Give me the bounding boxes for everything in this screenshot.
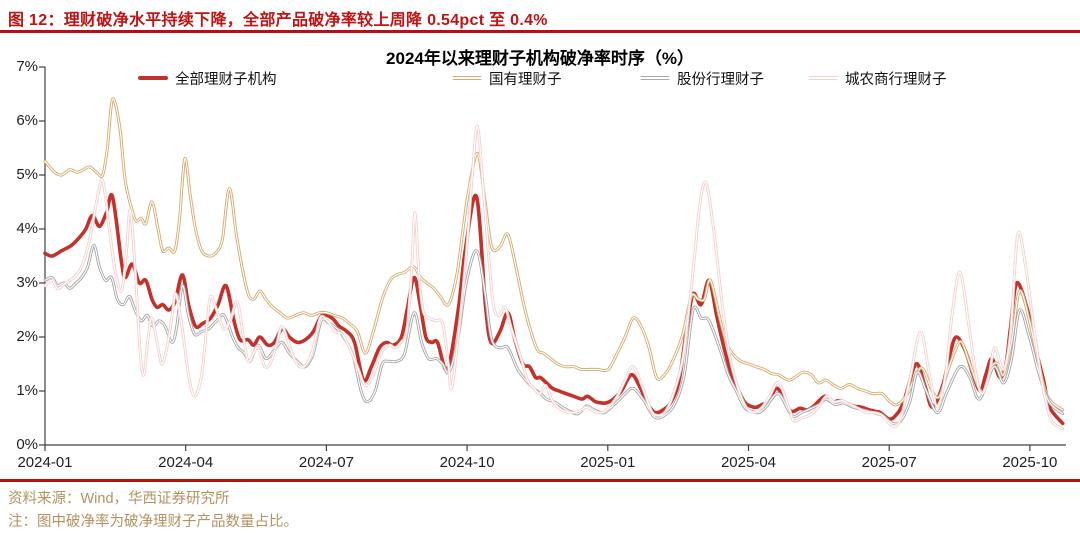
y-tick-label: 6% — [16, 112, 38, 129]
series-line-3-inner — [44, 244, 1064, 425]
figure-title: 图 12：理财破净水平持续下降，全部产品破净率较上周降 0.54pct 至 0.… — [8, 12, 548, 29]
legend-label: 城农商行理财子 — [845, 71, 947, 88]
footer-divider-rule — [0, 479, 1080, 482]
legend-label: 国有理财子 — [489, 71, 562, 88]
y-tick-label: 2% — [16, 328, 38, 345]
x-tick-label: 2024-10 — [439, 454, 495, 471]
y-tick-label: 3% — [16, 274, 38, 291]
x-tick-label: 2024-07 — [298, 454, 354, 471]
legend-line-swatch — [640, 76, 670, 80]
title-divider-rule — [0, 30, 1080, 33]
x-tick-label: 2025-07 — [861, 454, 917, 471]
x-tick-label: 2025-04 — [720, 454, 777, 471]
chart-title: 2024年以来理财子机构破净率时序（%） — [386, 49, 694, 68]
y-tick-label: 5% — [16, 166, 38, 183]
axis-frame — [44, 67, 1066, 446]
legend-item-1: 全部理财子机构 — [138, 69, 277, 88]
legend-item-4: 城农商行理财子 — [808, 69, 947, 88]
x-tick-label: 2025-01 — [580, 454, 636, 471]
series-line-4-inner — [44, 125, 1064, 430]
x-tick-label: 2024-01 — [17, 454, 73, 471]
legend-label: 全部理财子机构 — [175, 71, 277, 88]
legend-item-3: 股份行理财子 — [640, 69, 764, 88]
series-line-3 — [43, 243, 1065, 426]
y-tick-label: 1% — [16, 382, 38, 399]
y-tick-label: 0% — [16, 436, 38, 453]
legend-label: 股份行理财子 — [677, 71, 764, 88]
legend-line-swatch — [808, 76, 838, 80]
series-line-2 — [43, 97, 1065, 412]
legend-line-swatch — [138, 76, 168, 80]
source-note: 资料来源：Wind，华西证券研究所 — [8, 491, 230, 507]
y-tick-label: 7% — [16, 58, 38, 75]
series-line-2-inner — [44, 98, 1064, 411]
figure-note: 注：图中破净率为破净理财子产品数量占比。 — [8, 514, 298, 530]
series-line-1 — [43, 192, 1065, 426]
x-tick-label: 2025-10 — [1002, 454, 1058, 471]
y-tick-label: 4% — [16, 220, 38, 237]
legend-item-2: 国有理财子 — [452, 69, 562, 88]
x-tick-label: 2024-04 — [158, 454, 214, 471]
legend-line-swatch — [452, 76, 482, 80]
series-line-4 — [43, 124, 1065, 431]
